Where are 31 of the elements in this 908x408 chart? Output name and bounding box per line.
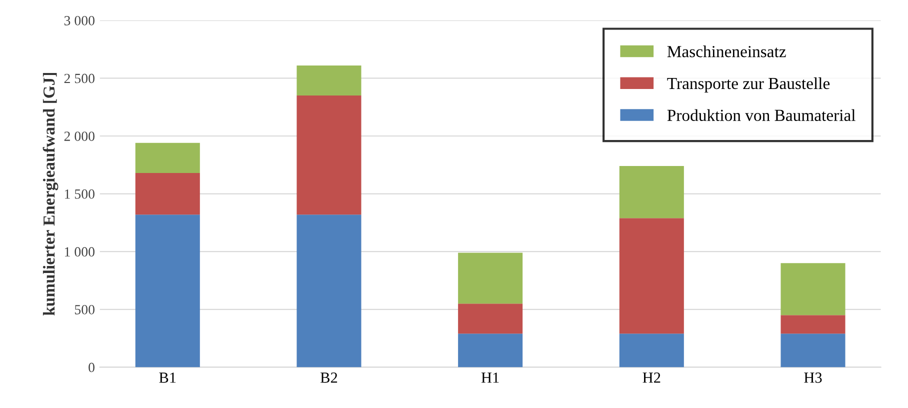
y-tick-label: 3 000 [64,16,94,26]
x-tick-label: H1 [481,372,499,383]
y-tick-label: 2 000 [64,132,94,141]
x-tick-label: B1 [159,372,176,383]
bar [296,65,362,96]
bar [458,252,523,304]
bar [780,334,846,368]
legend-label: Transporte zur Baustelle [667,77,830,92]
x-tick-label: B2 [320,372,338,383]
y-tick-label: 1 500 [64,189,94,199]
bar [780,315,846,334]
bar [619,218,684,334]
y-tick-label: 2 500 [64,74,94,84]
bar [296,96,362,215]
y-axis-title: kumulierter Energieaufwand [GJ] [42,72,58,316]
y-tick-label: 1 000 [64,247,94,257]
x-tick-label: H3 [804,372,822,383]
bar [619,166,684,218]
bar [458,304,523,334]
bar [135,214,200,368]
bar [135,172,200,215]
y-tick-label: 0 [88,362,94,372]
bar [296,214,362,368]
bar [780,263,846,316]
bar [135,142,200,173]
legend-label: Maschineneinsatz [667,46,786,58]
x-tick-label: H2 [642,372,660,383]
bar [619,334,684,368]
bar [458,334,523,368]
legend-label: Produktion von Baumaterial [667,109,856,121]
y-tick-label: 500 [74,304,94,314]
